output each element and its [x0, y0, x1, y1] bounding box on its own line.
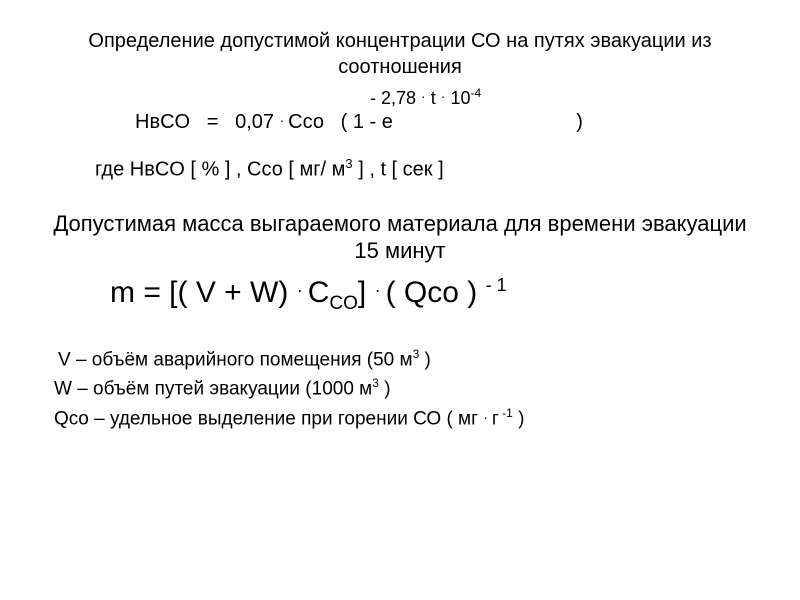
units-exp: 3 [345, 156, 352, 171]
slide-title: Определение допустимой концентрации СО н… [40, 28, 760, 80]
units-a: где HвCO [ % ] , Ссо [ мг/ м [95, 159, 345, 181]
f1-eq: = [207, 111, 219, 133]
dot-icon: · [421, 88, 426, 104]
def-V-b: ) [419, 349, 431, 370]
def-W-exp: 3 [372, 376, 379, 390]
dot-icon: · [280, 112, 289, 128]
def-Q: Qco – удельное выделение при горении СО … [54, 404, 760, 434]
dot-icon: · [441, 88, 446, 104]
f2-CO-sub: CO [329, 293, 358, 314]
def-W-a: W – объём путей эвакуации (1000 м [54, 379, 372, 400]
units-line: где HвCO [ % ] , Ссо [ мг/ м3 ] , t [ се… [95, 156, 760, 182]
subtitle: Допустимая масса выгараемого материала д… [40, 210, 760, 265]
def-V-a: V – объём аварийного помещения (50 м [58, 349, 413, 370]
dot-icon: · [375, 280, 386, 300]
f1-coef: 0,07 [235, 111, 274, 133]
def-W: W – объём путей эвакуации (1000 м3 ) [54, 374, 760, 404]
def-Q-mid: г [492, 409, 499, 430]
def-W-b: ) [379, 379, 391, 400]
f1-cco: Ссо [288, 111, 324, 133]
dot-icon: · [297, 280, 308, 300]
f2-C: C [308, 276, 330, 309]
f2-m: m = [( V + W) [110, 276, 288, 309]
f1-open: ( 1 - e [341, 111, 393, 133]
formula-mass: m = [( V + W) · CCO] · ( Qco ) - 1 [110, 275, 760, 315]
def-Q-a: Qco – удельное выделение при горении СО … [54, 409, 478, 430]
exp-ten: 10 [450, 88, 470, 108]
f1-space [398, 111, 570, 133]
f2-Qco: ( Qco ) [386, 276, 478, 309]
exp-t: t [431, 88, 436, 108]
f1-close: ) [576, 111, 583, 133]
exp-superscript: -4 [470, 86, 481, 100]
def-Q-exp: -1 [499, 406, 513, 420]
def-V: V – объём аварийного помещения (50 м3 ) [58, 345, 760, 375]
f1-lhs: HвCO [135, 111, 190, 133]
exponent-line: - 2,78 · t · 10-4 [370, 86, 760, 109]
dot-icon: · [483, 409, 492, 425]
formula-hvco: HвCO = 0,07 · Ссо ( 1 - e ) [135, 111, 760, 134]
f2-negone: - 1 [486, 275, 507, 295]
units-b: ] , t [ сек ] [353, 159, 444, 181]
exp-prefix: - 2,78 [370, 88, 416, 108]
f2-close: ] [358, 276, 366, 309]
def-Q-b: ) [513, 409, 525, 430]
